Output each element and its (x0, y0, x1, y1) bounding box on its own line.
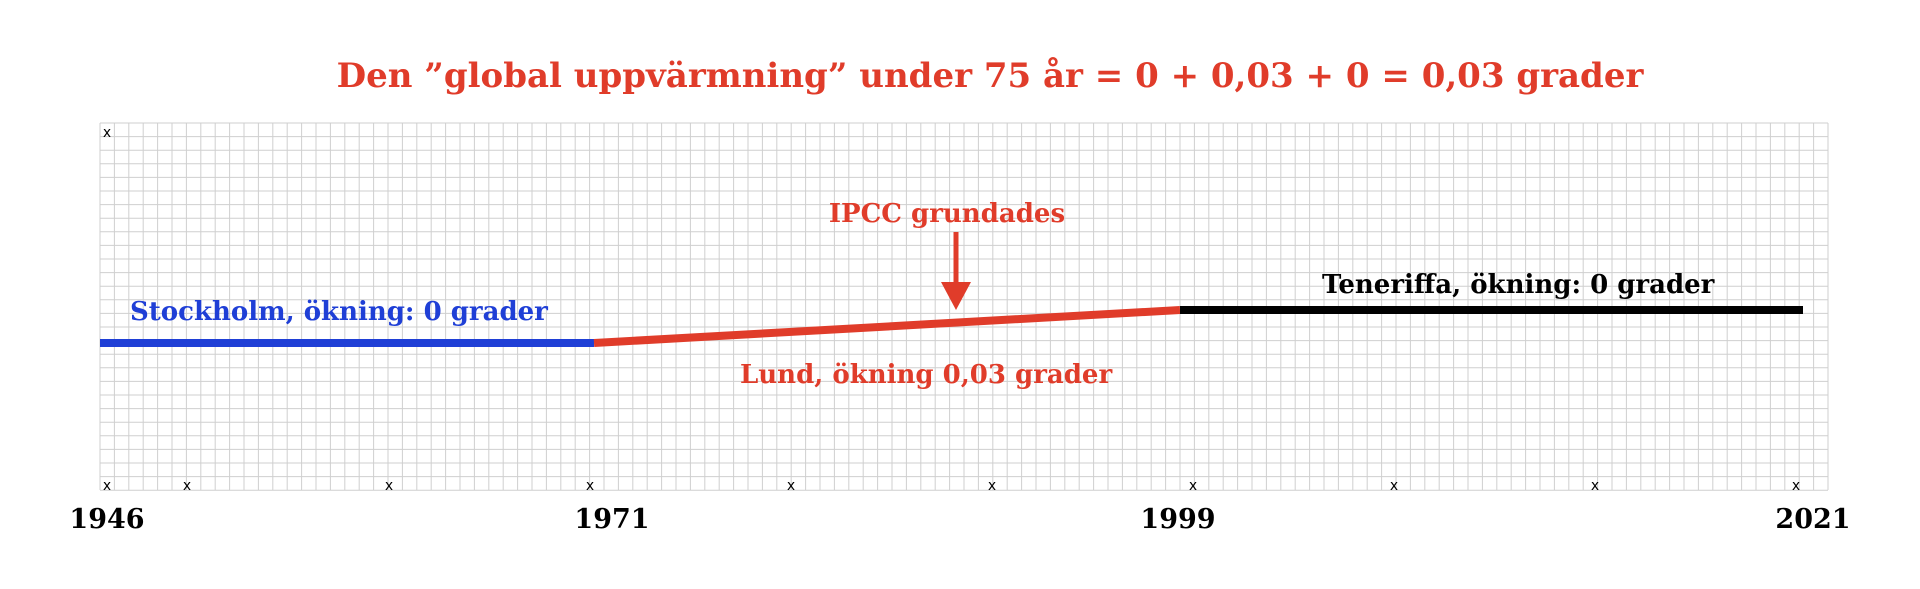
x-markers: x x x x x x x x x x x (103, 125, 1800, 494)
x-marker: x (586, 478, 594, 494)
x-marker: x (1792, 478, 1800, 494)
x-marker: x (385, 478, 393, 494)
x-marker: x (1591, 478, 1599, 494)
x-tick-2021: 2021 (1775, 504, 1850, 535)
series-label-lund: Lund, ökning 0,03 grader (740, 360, 1112, 390)
x-marker: x (103, 478, 111, 494)
x-marker: x (988, 478, 996, 494)
x-marker: x (183, 478, 191, 494)
grid (99, 122, 1829, 491)
series-label-teneriffa: Teneriffa, ökning: 0 grader (1322, 270, 1715, 300)
x-marker: x (787, 478, 795, 494)
chart-title: Den ”global uppvärmning” under 75 år = 0… (337, 56, 1645, 96)
series-lines (100, 306, 1803, 347)
x-tick-1946: 1946 (69, 504, 144, 535)
x-tick-1999: 1999 (1140, 504, 1215, 535)
x-marker: x (103, 125, 111, 141)
x-tick-1971: 1971 (574, 504, 649, 535)
annotation-arrow (941, 232, 971, 310)
x-marker: x (1390, 478, 1398, 494)
series-label-stockholm: Stockholm, ökning: 0 grader (130, 297, 548, 327)
x-marker: x (1189, 478, 1197, 494)
annotation-ipcc: IPCC grundades (829, 199, 1065, 229)
series-line-1 (593, 306, 1181, 347)
